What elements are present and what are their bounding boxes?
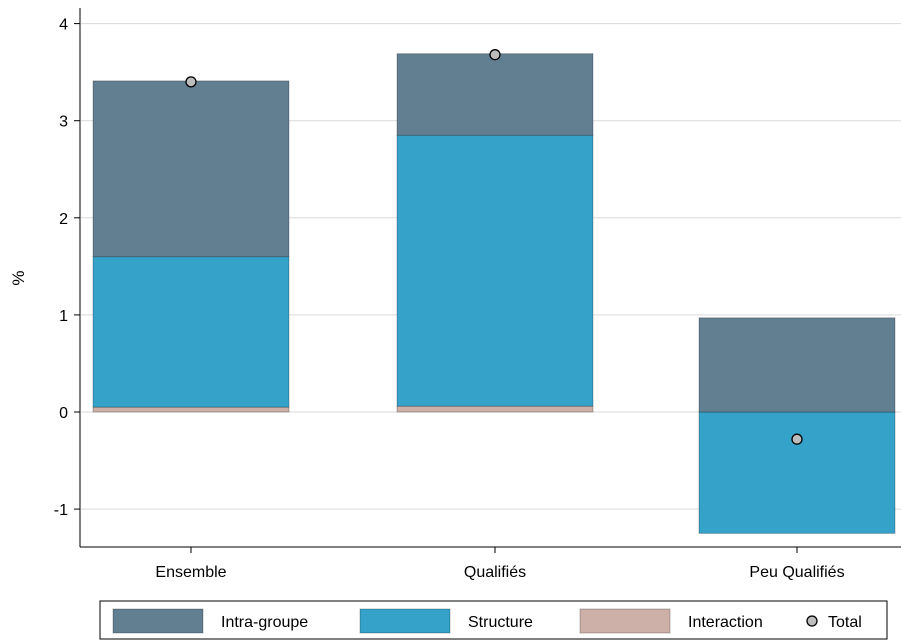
bar-structure-ensemble xyxy=(92,256,290,408)
legend-swatch-intra-groupe xyxy=(112,608,204,634)
y-tick-label: 2 xyxy=(59,211,68,228)
total-marker-ensemble xyxy=(185,76,197,88)
axis-ticks: -1 0 1 2 3 4 Ensemble Qualifiés Peu Qualifiés xyxy=(54,17,845,581)
legend-frame xyxy=(99,600,888,640)
bar-structure-qualifies xyxy=(396,134,594,407)
total-markers xyxy=(185,49,803,445)
bar-intra-groupe-qualifies xyxy=(396,53,594,136)
y-tick-label: 3 xyxy=(59,114,68,131)
y-tick-label: 4 xyxy=(59,17,68,34)
bar-intra-groupe-peu-qualifies xyxy=(698,317,896,413)
bars xyxy=(92,53,896,534)
total-marker-qualifies xyxy=(489,49,501,61)
legend-label-intra-groupe: Intra-groupe xyxy=(221,614,308,631)
y-axis-label: % xyxy=(9,270,28,285)
legend-marker-total xyxy=(806,615,818,627)
axes xyxy=(79,8,901,548)
bar-interaction-qualifies xyxy=(396,405,594,413)
total-marker-peu-qualifies xyxy=(791,433,803,445)
x-tick-label: Ensemble xyxy=(155,564,226,581)
legend-label-total: Total xyxy=(828,614,862,631)
y-tick-label: 0 xyxy=(59,405,68,422)
bar-structure-peu-qualifies xyxy=(698,411,896,534)
legend-swatch-interaction xyxy=(579,608,671,634)
y-tick-label: -1 xyxy=(54,502,68,519)
legend-label-structure: Structure xyxy=(468,614,533,631)
legend: Intra-groupe Structure Interaction Total xyxy=(99,600,888,640)
x-tick-label: Peu Qualifiés xyxy=(749,564,844,581)
legend-label-interaction: Interaction xyxy=(688,614,763,631)
y-tick-label: 1 xyxy=(59,308,68,325)
legend-swatch-structure xyxy=(359,608,451,634)
bar-interaction-ensemble xyxy=(92,406,290,413)
bar-intra-groupe-ensemble xyxy=(92,80,290,258)
x-tick-label: Qualifiés xyxy=(464,564,526,581)
